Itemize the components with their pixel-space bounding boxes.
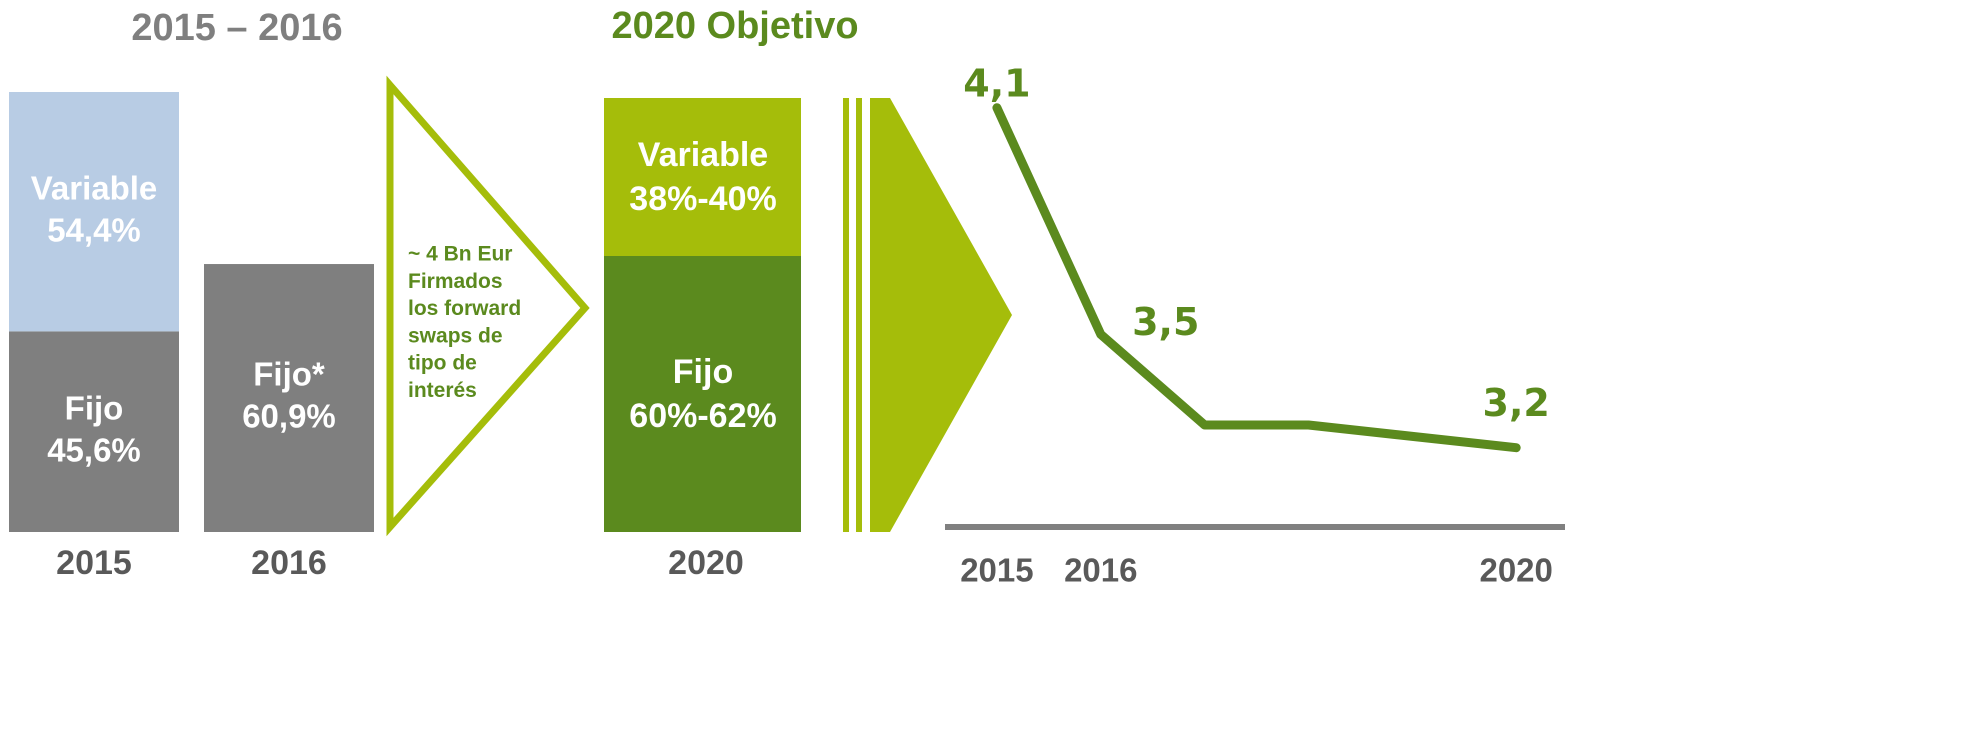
segment-name: Fijo*	[253, 356, 325, 393]
x-tick-label: 2020	[1479, 552, 1552, 589]
segment-name: Fijo	[65, 389, 124, 426]
category-label: 2020	[668, 544, 744, 582]
segment-name: Variable	[31, 169, 158, 206]
data-label: 3,5	[1132, 300, 1199, 344]
stripe	[843, 98, 849, 532]
target-fijo	[604, 256, 801, 532]
note-line: Firmados	[408, 270, 503, 293]
category-label: 2015	[56, 544, 132, 582]
note-line: tipo de	[408, 352, 477, 375]
segment-name: Fijo	[673, 353, 733, 391]
chevron	[870, 98, 1012, 532]
note-line: ~ 4 Bn Eur	[408, 243, 512, 266]
note-line: interés	[408, 379, 477, 402]
data-label: 4,1	[963, 61, 1030, 105]
bar-segment	[204, 264, 374, 532]
segment-label: 60%-62%	[629, 397, 776, 435]
segment-label: 38%-40%	[629, 180, 776, 218]
target-variable	[604, 98, 801, 256]
segment-name: Variable	[638, 136, 768, 174]
category-label: 2016	[251, 544, 327, 582]
line	[992, 103, 1521, 453]
x-tick-label: 2016	[1064, 552, 1137, 589]
value-label: 45,6%	[47, 431, 141, 468]
triangle	[386, 75, 590, 537]
stripe	[856, 98, 862, 532]
bar-segment	[9, 331, 179, 532]
value-label: 54,4%	[47, 211, 141, 248]
note-line: swaps de	[408, 324, 503, 347]
x-tick-label: 2015	[960, 552, 1033, 589]
bar-segment	[9, 92, 179, 332]
title-target: 2020 Objetivo	[611, 5, 858, 47]
value-label: 60,9%	[242, 398, 336, 435]
title-left: 2015 – 2016	[131, 7, 342, 49]
note-line: los forward	[408, 297, 521, 320]
data-label: 3,2	[1483, 381, 1550, 425]
